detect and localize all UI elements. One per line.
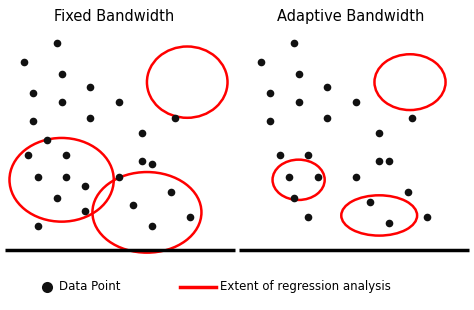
Text: Fixed Bandwidth: Fixed Bandwidth <box>54 9 174 24</box>
Text: Adaptive Bandwidth: Adaptive Bandwidth <box>277 9 424 24</box>
Text: Data Point: Data Point <box>59 280 121 293</box>
Text: Extent of regression analysis: Extent of regression analysis <box>220 280 391 293</box>
